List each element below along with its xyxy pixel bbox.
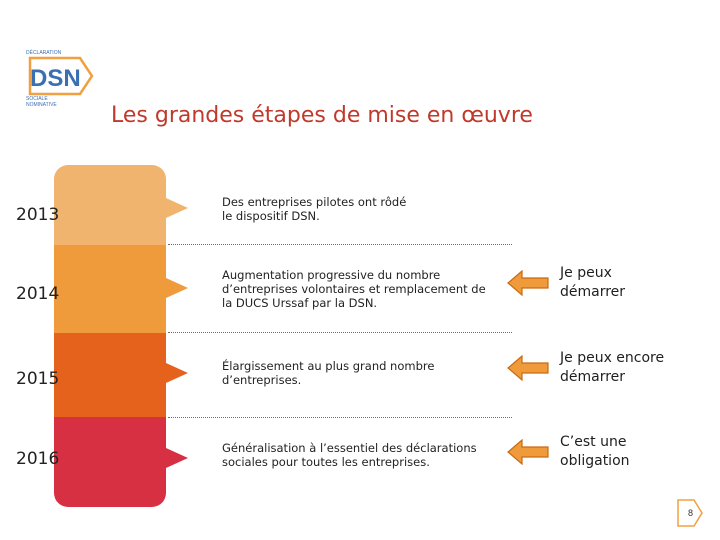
status-line: obligation (560, 453, 630, 469)
logo-bottom-line1: SOCIALE (26, 96, 48, 102)
pointer-icon (166, 363, 188, 383)
status-text: C’est une obligation (560, 433, 630, 471)
page-number: 8 (688, 508, 694, 518)
status-text: Je peux démarrer (560, 264, 625, 302)
step-description: Généralisation à l’essentiel des déclara… (222, 441, 512, 469)
year-block-2014 (54, 245, 166, 333)
dsn-logo: DÉCLARATION DSN SOCIALE NOMINATIVE (26, 49, 94, 108)
description-line: Des entreprises pilotes ont rôdé (222, 195, 407, 209)
row-separator (168, 417, 512, 418)
description-line: sociales pour toutes les entreprises. (222, 455, 430, 469)
left-arrow-icon (507, 355, 549, 381)
step-description: Des entreprises pilotes ont rôdé le disp… (222, 195, 512, 223)
status-line: C’est une (560, 434, 627, 450)
row-separator (168, 244, 512, 245)
year-column (54, 165, 166, 507)
year-block-2015 (54, 333, 166, 417)
description-line: la DUCS Urssaf par la DSN. (222, 296, 378, 310)
left-arrow-icon (507, 270, 549, 296)
step-description: Élargissement au plus grand nombre d’ent… (222, 359, 512, 387)
pointer-icon (166, 198, 188, 218)
description-line: Généralisation à l’essentiel des déclara… (222, 441, 477, 455)
status-line: démarrer (560, 369, 626, 385)
year-block-2016 (54, 417, 166, 507)
page-badge-icon (677, 499, 703, 527)
status-line: Je peux encore (560, 350, 665, 366)
logo-top-text: DÉCLARATION (26, 49, 62, 56)
description-line: Augmentation progressive du nombre (222, 268, 441, 282)
left-arrow-icon (507, 439, 549, 465)
year-label: 2016 (16, 449, 60, 469)
year-label: 2013 (16, 205, 60, 225)
year-label: 2015 (16, 369, 60, 389)
pointer-icon (166, 448, 188, 468)
description-line: le dispositif DSN. (222, 209, 320, 223)
status-line: Je peux (560, 265, 612, 281)
row-separator (168, 332, 512, 333)
status-line: démarrer (560, 284, 626, 300)
year-block-2013 (54, 165, 166, 245)
logo-bottom-line2: NOMINATIVE (26, 102, 57, 108)
step-description: Augmentation progressive du nombre d’ent… (222, 268, 512, 310)
logo-letters: DSN (30, 65, 81, 92)
year-label: 2014 (16, 284, 60, 304)
logo-frame (28, 56, 94, 96)
description-line: Élargissement au plus grand nombre (222, 359, 435, 373)
description-line: d’entreprises. (222, 373, 302, 387)
status-text: Je peux encore démarrer (560, 349, 664, 387)
page-title: Les grandes étapes de mise en œuvre (111, 103, 533, 128)
description-line: d’entreprises volontaires et remplacemen… (222, 282, 486, 296)
pointer-icon (166, 278, 188, 298)
